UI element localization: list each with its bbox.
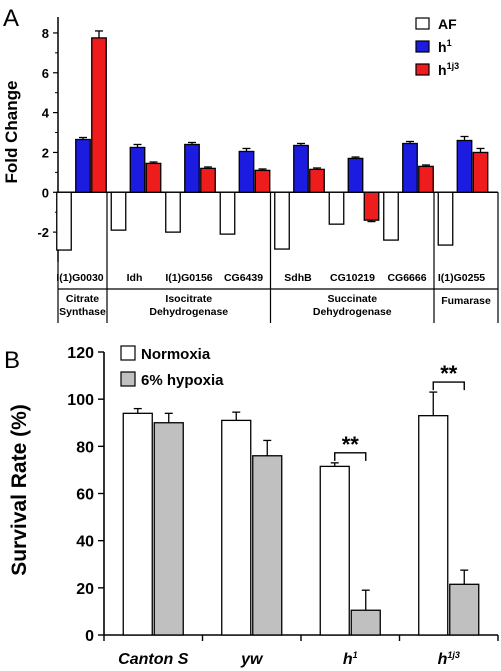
panel-b-bar-normoxia <box>319 465 350 636</box>
panel-b-y-tick-label: 40 <box>76 534 94 551</box>
panel-a-bar-h1j3 <box>472 151 489 193</box>
panel-b-chart: 0 20 40 60 80 100 120 Canton S yw ** h1 ** h1j3 Normo… <box>67 345 499 668</box>
panel-b-category-label: Canton S <box>118 651 189 668</box>
panel-a-group-label: Dehydrogenase <box>313 306 392 318</box>
panel-a-y-tick-label: -2 <box>37 225 49 240</box>
panel-b-y-tick-label: 120 <box>67 345 94 362</box>
panel-a-bar-AF <box>274 191 290 250</box>
panel-b-legend-swatch-normoxia <box>120 345 136 361</box>
panel-a-y-tick-label: 6 <box>42 66 49 81</box>
panel-a-group-label: Isocitrate <box>165 293 212 305</box>
panel-a-bar-h1j3 <box>145 162 162 193</box>
panel-a-bar-h1j3 <box>309 168 325 193</box>
panel-a-legend-label-h1: h1 <box>438 38 452 55</box>
panel-a-bar-h1 <box>238 150 255 193</box>
panel-b-significance-bracket <box>432 381 465 391</box>
panel-a-letter: A <box>3 5 19 32</box>
panel-a-bar-AF <box>328 191 345 225</box>
panel-a-bar-h1 <box>456 139 473 193</box>
panel-a-gene-label: Idh <box>127 272 143 284</box>
panel-a-legend-swatch-h1 <box>415 40 430 53</box>
panel-a-bar-h1 <box>184 143 200 193</box>
panel-a-bar-AF <box>383 191 399 241</box>
panel-a-group-label: Fumarase <box>441 295 491 307</box>
panel-a-bar-h1j3 <box>91 37 107 193</box>
panel-b-legend-label-hypoxia: 6% hypoxia <box>141 372 224 389</box>
panel-b-y-tick-label: 20 <box>76 581 94 598</box>
panel-a-bar-AF <box>56 191 72 251</box>
panel-a-bar-AF <box>110 191 127 231</box>
panel-a-legend-swatch-h1j3 <box>415 63 430 76</box>
panel-a-bar-h1 <box>402 142 418 193</box>
panel-a-y-tick-label: 0 <box>42 185 49 200</box>
panel-a-group-label: Dehydrogenase <box>149 306 228 318</box>
panel-a-chart: -2 0 2 4 6 8 AF h1 h1j3 I(1)G0030 Idh I(1)G0156 CG64… <box>37 16 499 323</box>
panel-a-bar-AF <box>219 191 236 235</box>
panel-b-y-tick-label: 80 <box>76 439 94 456</box>
panel-a-gene-label: I(1)G0156 <box>165 272 212 284</box>
panel-b-y-tick-label: 0 <box>85 628 94 645</box>
panel-a-bar-h1j3 <box>363 191 380 221</box>
panel-a-bar-h1j3 <box>254 169 271 193</box>
panel-a-bar-AF <box>437 191 454 246</box>
panel-a-y-tick-label: 2 <box>42 145 49 160</box>
panel-b-bar-hypoxia <box>350 609 381 636</box>
panel-a-group-label: Succinate <box>327 293 377 305</box>
panel-a-legend-label-h1j3: h1j3 <box>438 61 459 78</box>
panel-a-y-tick-label: 4 <box>42 106 50 121</box>
panel-a-gene-label: CG6439 <box>224 272 263 284</box>
panel-a-gene-label: CG10219 <box>330 272 375 284</box>
panel-a-gene-label: CG6666 <box>387 272 426 284</box>
panel-b-bar-normoxia <box>418 415 449 636</box>
panel-a-gene-label: I(1)G0255 <box>438 272 485 284</box>
panel-b-category-label: yw <box>240 651 264 668</box>
panel-b-bar-hypoxia <box>252 455 283 636</box>
panel-a-bar-AF <box>165 191 181 233</box>
panel-b-significance-label: ** <box>440 361 458 386</box>
panel-a-group-label: Synthase <box>59 306 106 318</box>
panel-a-ylabel: Fold Change <box>2 81 21 184</box>
panel-a-gene-label: SdhB <box>284 272 312 284</box>
panel-a-gene-label: I(1)G0030 <box>56 272 103 284</box>
panel-b-legend-swatch-hypoxia <box>120 371 136 387</box>
panel-b-bar-hypoxia <box>449 583 480 636</box>
panel-b-bar-normoxia <box>221 419 252 636</box>
panel-a-legend-swatch-AF <box>415 17 430 30</box>
panel-b-significance-label: ** <box>342 432 360 457</box>
panel-a-y-tick-label: 8 <box>42 26 49 41</box>
panel-a-bar-h1 <box>129 146 146 193</box>
panel-b-y-tick-label: 100 <box>67 392 94 409</box>
panel-b-legend-label-normoxia: Normoxia <box>141 346 211 363</box>
panel-b-category-label: h1j3 <box>438 650 460 668</box>
panel-a-legend-label-AF: AF <box>438 16 457 32</box>
panel-b-category-label: h1 <box>343 650 358 668</box>
panel-a-bar-h1j3 <box>200 167 216 193</box>
panel-a-bar-h1j3 <box>418 165 434 193</box>
panel-a-bar-h1 <box>293 144 309 193</box>
panel-b-bar-normoxia <box>122 412 153 636</box>
panel-b-letter: B <box>4 347 20 374</box>
panel-b-ylabel: Survival Rate (%) <box>8 404 31 576</box>
panel-a-group-label: Citrate <box>66 293 99 305</box>
panel-b-significance-bracket <box>334 452 367 461</box>
panel-b-y-tick-label: 60 <box>76 487 94 504</box>
panel-b-bar-hypoxia <box>153 422 184 636</box>
panel-a-bar-h1 <box>347 157 364 193</box>
panel-a-bar-h1 <box>75 138 91 193</box>
